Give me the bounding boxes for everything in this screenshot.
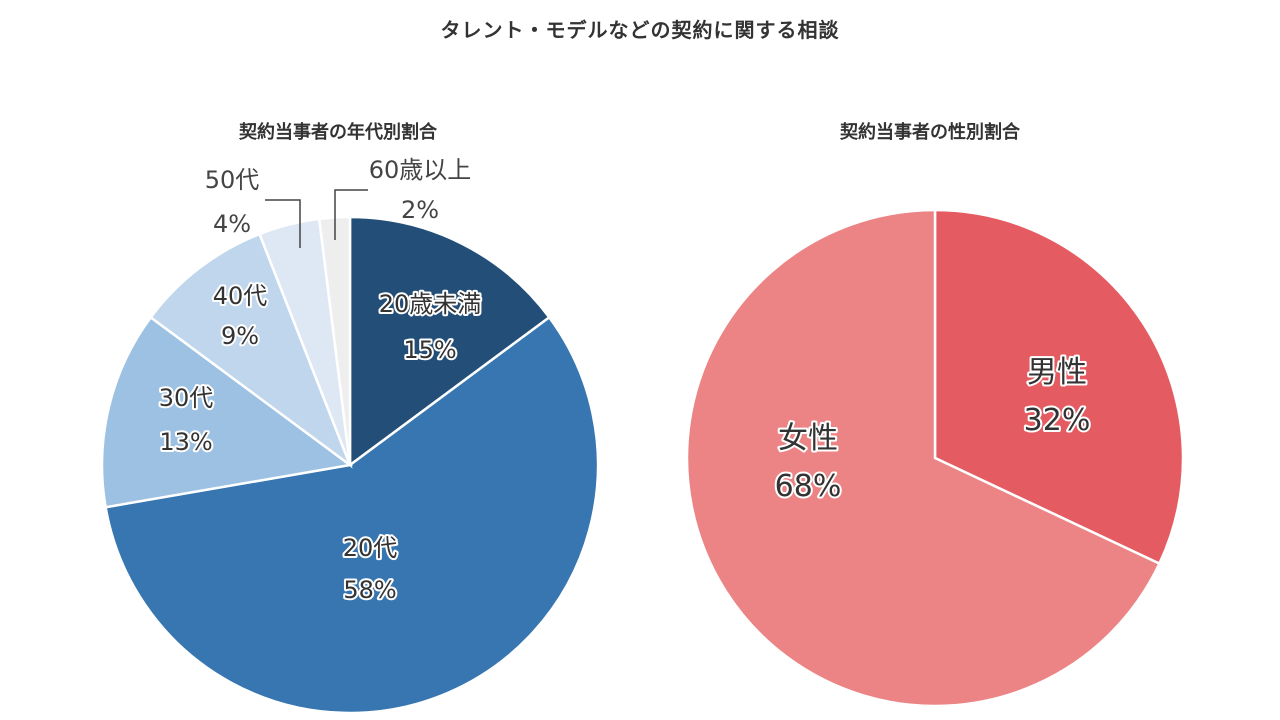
age-chart-title: 契約当事者の年代別割合 (239, 122, 437, 143)
label-30s-pct: 13% (159, 428, 212, 456)
label-20s-name: 20代 (343, 534, 398, 562)
age-pie-chart (100, 215, 600, 715)
label-40s-name: 40代 (213, 282, 268, 310)
pie-slice (685, 208, 1162, 708)
label-20s-pct: 58% (343, 576, 396, 604)
pie-slice (933, 208, 1185, 566)
label-60plus-pct: 2% (401, 196, 439, 224)
label-60plus-name: 60歳以上 (369, 156, 472, 184)
label-30s-name: 30代 (159, 384, 214, 412)
pie-slice (348, 215, 552, 468)
leader-line-60plus (334, 189, 368, 240)
label-female-name: 女性 (778, 421, 838, 456)
pie-slice (104, 315, 600, 715)
label-female-pct: 68% (775, 469, 842, 504)
label-50s-name: 50代 (205, 166, 260, 194)
label-under20-pct: 15% (403, 336, 456, 364)
label-40s-pct: 9% (221, 322, 259, 350)
label-male-pct: 32% (1024, 403, 1091, 438)
gender-chart-title: 契約当事者の性別割合 (840, 122, 1020, 143)
pie-slice (100, 315, 354, 509)
main-title: タレント・モデルなどの契約に関する相談 (440, 18, 840, 42)
pie-slice (148, 232, 353, 469)
label-50s-pct: 4% (213, 210, 251, 238)
leader-line-50s (265, 199, 301, 248)
label-male-name: 男性 (1027, 355, 1087, 390)
gender-pie-chart (685, 208, 1185, 708)
label-under20-name: 20歳未満 (379, 290, 482, 318)
